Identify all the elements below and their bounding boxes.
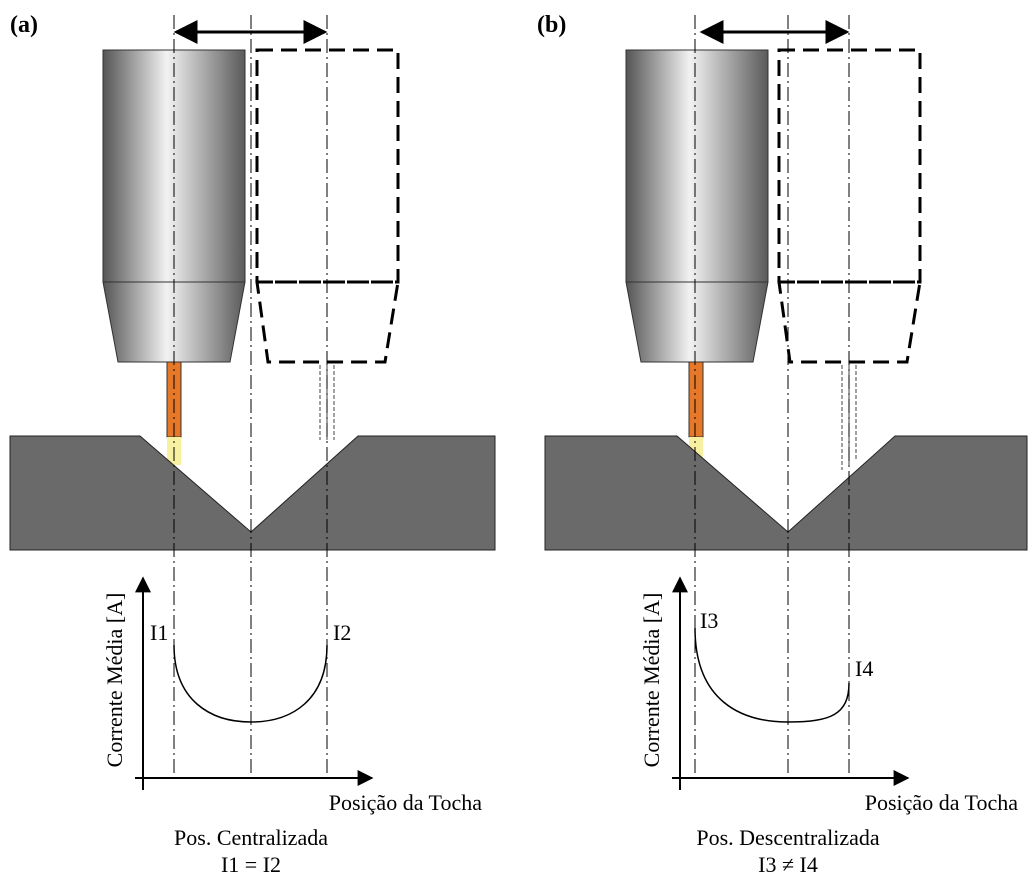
panel-a: (a) I1 I2 Corrente Média [A] Posição da … xyxy=(9,12,496,877)
panel-label: (b) xyxy=(537,12,566,38)
y-axis-label: Corrente Média [A] xyxy=(102,593,127,768)
workpiece xyxy=(544,435,1028,551)
left-label: I1 xyxy=(150,620,168,645)
right-label: I2 xyxy=(333,620,351,645)
caption: Pos. Descentralizada xyxy=(696,825,879,850)
equation: I1 = I2 xyxy=(221,852,281,877)
torch-body xyxy=(625,49,769,283)
center-lines xyxy=(694,15,850,780)
left-label: I3 xyxy=(700,608,718,633)
equation: I3 ≠ I4 xyxy=(758,852,818,877)
panel-b: (b) I3 I4 Corrente Média [A] Posição da … xyxy=(537,12,1028,877)
torch-nozzle xyxy=(625,281,769,363)
x-axis-label: Posição da Tocha xyxy=(865,790,1018,815)
electrode-outline xyxy=(841,365,857,470)
y-axis-label: Corrente Média [A] xyxy=(639,593,664,768)
x-axis-label: Posição da Tocha xyxy=(329,790,482,815)
caption: Pos. Centralizada xyxy=(174,825,328,850)
current-curve xyxy=(173,644,328,723)
workpiece xyxy=(9,435,496,551)
nozzle-outline xyxy=(255,280,400,364)
panel-label: (a) xyxy=(10,12,38,38)
right-label: I4 xyxy=(855,656,873,681)
current-curve xyxy=(694,627,850,723)
nozzle-outline xyxy=(777,280,922,364)
electrode xyxy=(688,361,704,438)
